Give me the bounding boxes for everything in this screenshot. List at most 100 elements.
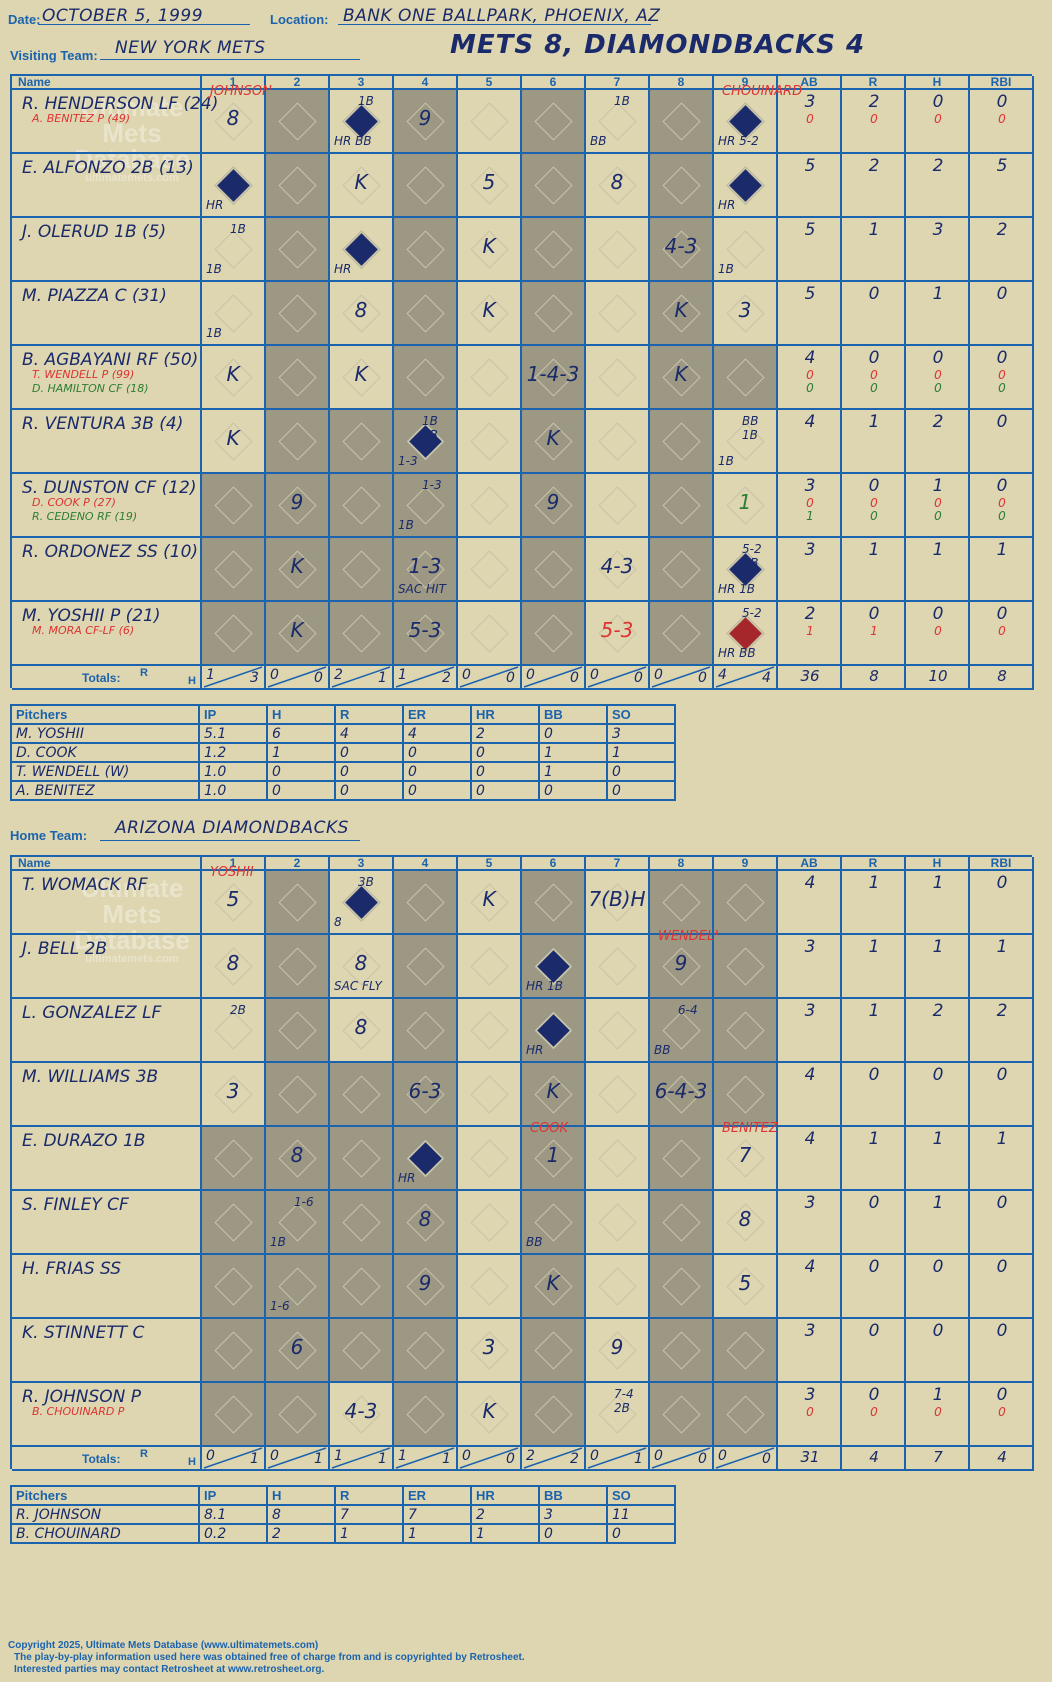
at-bat-cell [458,410,522,474]
base-diamond-icon [213,549,253,589]
play-annotation-bottom: HR BB [718,646,756,660]
at-bat-cell: 8 [394,1191,458,1255]
at-bat-cell [586,346,650,410]
stat-value-rbi: 2 [996,220,1008,240]
stat-value-rbi: 0 [996,284,1008,304]
play-annotation-top: 1B [358,94,374,108]
play-annotation-bottom: 1B [206,326,222,340]
play-result: K [546,1271,560,1295]
stat-cell-rbi: 0 [970,1255,1034,1319]
stat-value-ab: 3 [804,92,816,112]
at-bat-cell: 5 [714,1255,778,1319]
stat-cell-h: 0 [906,1319,970,1383]
column-header-rbi-label: RBI [990,75,1012,89]
pitcher-row: T. WENDELL (W) 1.0 0 0 0 0 1 0 [10,761,676,782]
totals-slash [715,666,775,688]
stat-cell-r: 0 [842,282,906,346]
slash-line [395,666,455,688]
play-annotation-top: 1B [614,94,630,108]
play-annotation-top: 7-4 2B [614,1387,634,1415]
play-annotation-bottom: BB [526,1235,543,1249]
play-result: 4-3 [664,234,698,258]
at-bat-cell [266,1063,330,1127]
at-bat-cell [650,474,714,538]
at-bat-cell [266,346,330,410]
at-bat-cell: 1-6 [266,1255,330,1319]
totals-rh-r: R [140,667,148,679]
base-diamond-icon [277,293,317,333]
pitchers-header-h: H [266,704,336,725]
play-annotation-top: BB 1B [742,414,759,442]
at-bat-cell [330,474,394,538]
pitcher-name: D. COOK [10,742,200,763]
at-bat-cell [394,935,458,999]
column-header-ab-label: AB [800,75,818,89]
at-bat-cell [714,999,778,1063]
player-row-name: R. JOHNSON P B. CHOUINARD P [12,1383,202,1447]
stat-value-h: 1 [932,1385,944,1405]
stat-value-r: 0 [868,1321,880,1341]
column-header-inning-1: 1 [202,856,266,871]
column-header-inning-9: 9 [714,75,778,90]
inning-hits: 0 [314,670,323,686]
base-diamond-icon [661,1138,701,1178]
at-bat-cell [650,1319,714,1383]
watermark-line: Ultimate [80,873,184,903]
play-result: 5 [738,1271,752,1295]
player-row-name: R. ORDONEZ SS (10) [12,538,202,602]
at-bat-cell [330,410,394,474]
pitcher-stat: 8 [266,1504,336,1525]
stat-value-r: 1 [868,937,880,957]
player-name: J. OLERUD 1B (5) [22,222,167,242]
substitute-stat-r: 0 [870,381,878,395]
totals-slash [587,666,647,688]
at-bat-cell [522,282,586,346]
substitute-stat-rbi: 0 [998,509,1006,523]
totals-slash [523,666,583,688]
play-annotation-bottom: HR [206,198,224,212]
stat-cell-ab: 4 [778,1063,842,1127]
column-header-inning-1: 1 [202,75,266,90]
stat-value-ab: 4 [804,873,816,893]
at-bat-cell: 3 [202,1063,266,1127]
at-bat-cell: BB [522,1191,586,1255]
play-result: 3 [226,1079,240,1103]
visiting-scorecard: Name 1 2 3 4 5 6 7 8 9 AB R H RBI Ultimate Mets Database… [10,74,1034,690]
stat-value-r: 1 [868,412,880,432]
stat-cell-ab: 3 [778,538,842,602]
inning-hits: 1 [378,1451,387,1467]
at-bat-cell: HR [714,154,778,218]
inning-number: 7 [613,75,621,89]
at-bat-cell [650,1127,714,1191]
pitcher-row: D. COOK 1.2 1 0 0 0 1 1 [10,742,676,763]
total-value-rbi: 4 [997,1448,1007,1466]
column-header-inning-7: 7 [586,75,650,90]
base-diamond-icon [213,485,253,525]
base-diamond-icon [725,357,765,397]
at-bat-cell [330,1191,394,1255]
stat-cell-ab: 4 [778,410,842,474]
player-row-name: R. VENTURA 3B (4) [12,410,202,474]
at-bat-cell [714,1319,778,1383]
column-header-h: H [906,856,970,871]
substitute-stat-rbi: 0 [998,381,1006,395]
at-bat-cell [650,154,714,218]
column-header-inning-5: 5 [458,75,522,90]
stat-value-h: 1 [932,540,944,560]
stat-cell-r: 1 [842,1127,906,1191]
at-bat-cell: 9 [522,474,586,538]
footer-line-1: Copyright 2025, Ultimate Mets Database (… [8,1640,319,1651]
inning-hits: 1 [250,1451,259,1467]
base-diamond-icon [661,1202,701,1242]
substitute-stat-r: 1 [870,624,878,638]
at-bat-cell [458,602,522,666]
play-result: 9 [418,1271,432,1295]
stat-value-h: 2 [932,412,944,432]
base-diamond-icon [533,165,573,205]
column-header-name: Name [12,856,202,871]
base-diamond-icon [277,357,317,397]
